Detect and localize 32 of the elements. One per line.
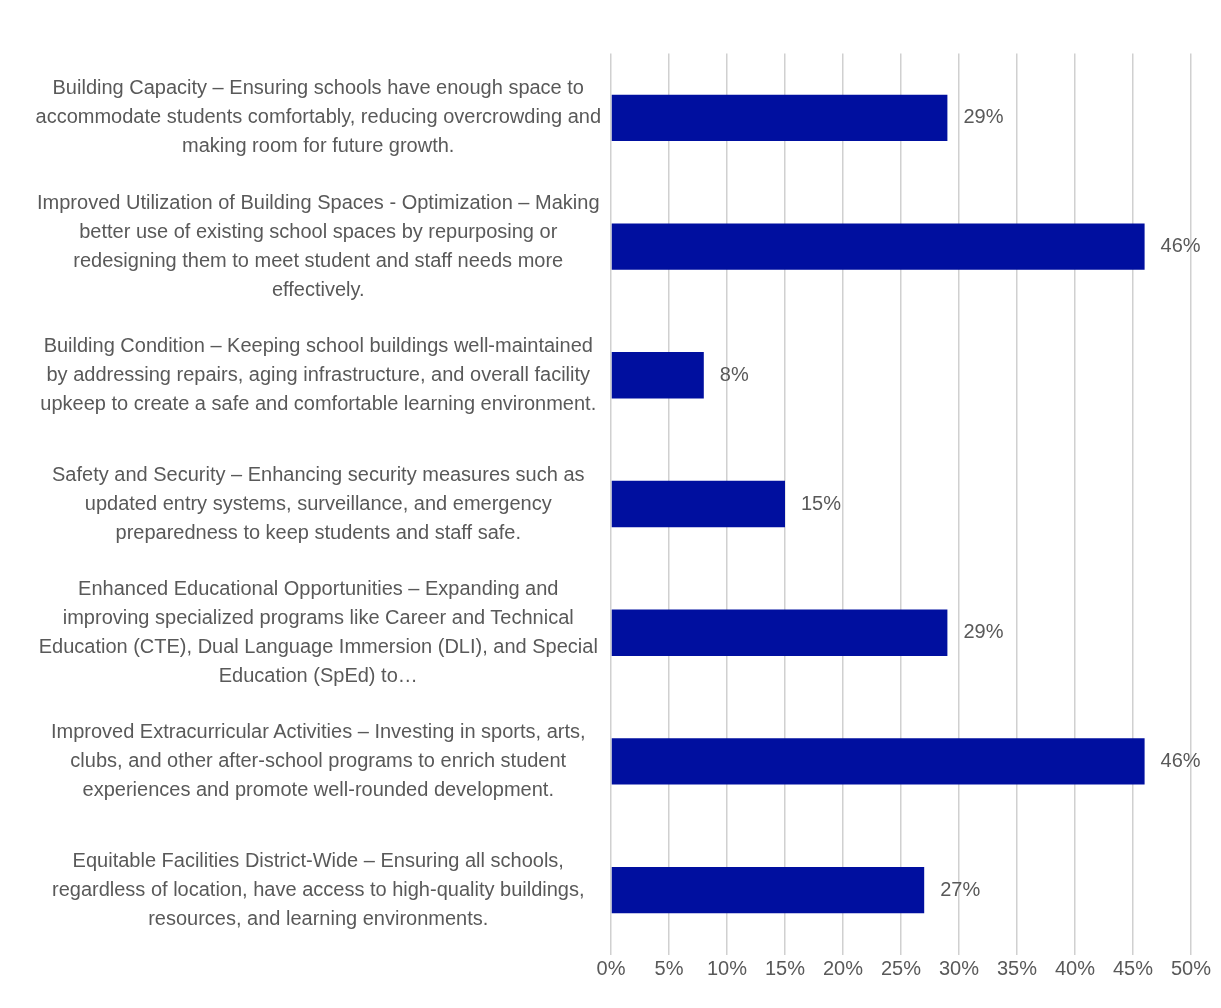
bar: [611, 352, 704, 399]
data-label: 8%: [719, 362, 749, 385]
x-tick-label: 25%: [880, 957, 922, 980]
x-tick-label: 40%: [1054, 957, 1096, 980]
y-tick-label: Building Capacity – Ensuring schools have enough space to accommodate students comfortably, reducing overcrowding and making room for future growth.: [35, 76, 601, 157]
data-label: 27%: [940, 877, 981, 900]
x-tick-label: 30%: [938, 957, 980, 980]
x-tick-label: 10%: [706, 957, 748, 980]
data-label: 29%: [963, 620, 1004, 643]
data-label: 46%: [1160, 234, 1201, 257]
x-tick-label: 35%: [996, 957, 1038, 980]
data-label: 46%: [1160, 748, 1201, 771]
x-tick-label: 0%: [596, 957, 626, 980]
bar: [611, 94, 948, 142]
data-label: 15%: [801, 491, 842, 514]
bar: [611, 609, 948, 656]
bar: [611, 738, 1145, 785]
x-tick-label: 5%: [654, 957, 684, 980]
x-tick-label: 15%: [764, 957, 806, 980]
x-tick-label: 50%: [1170, 957, 1212, 980]
bar: [611, 866, 925, 914]
x-tick-label: 45%: [1112, 957, 1154, 980]
bar: [611, 480, 785, 528]
bar: [611, 223, 1145, 270]
y-tick-label: Improved Extracurricular Activities – Investing in sports, arts, clubs, and other after-school programs to enrich student experiences and promote well-rounded development.: [50, 719, 586, 800]
data-label: 29%: [963, 105, 1004, 128]
y-tick-label: Enhanced Educational Opportunities – Expanding and improving specialized programs like Career and Technical Education (CTE), Dual Language Immersion (DLI), and Special Education (SpEd) to…: [38, 576, 598, 686]
x-tick-label: 20%: [822, 957, 864, 980]
y-tick-label: Safety and Security – Enhancing security measures such as updated entry systems, surveillance, and emergency preparedness to keep students and staff safe.: [52, 462, 585, 543]
y-tick-label: Equitable Facilities District-Wide – Ensuring all schools, regardless of location, have access to high-quality buildings, resources, and learning environments.: [52, 848, 585, 929]
y-tick-label: Building Condition – Keeping school buildings well-maintained by addressing repairs, aging infrastructure, and overall facility upkeep to create a safe and comfortable learning environment.: [40, 333, 597, 414]
y-tick-label: Improved Utilization of Building Spaces - Optimization – Making better use of existing school spaces by repurposing or redesigning them to meet student and staff needs more effectively.: [37, 190, 600, 300]
